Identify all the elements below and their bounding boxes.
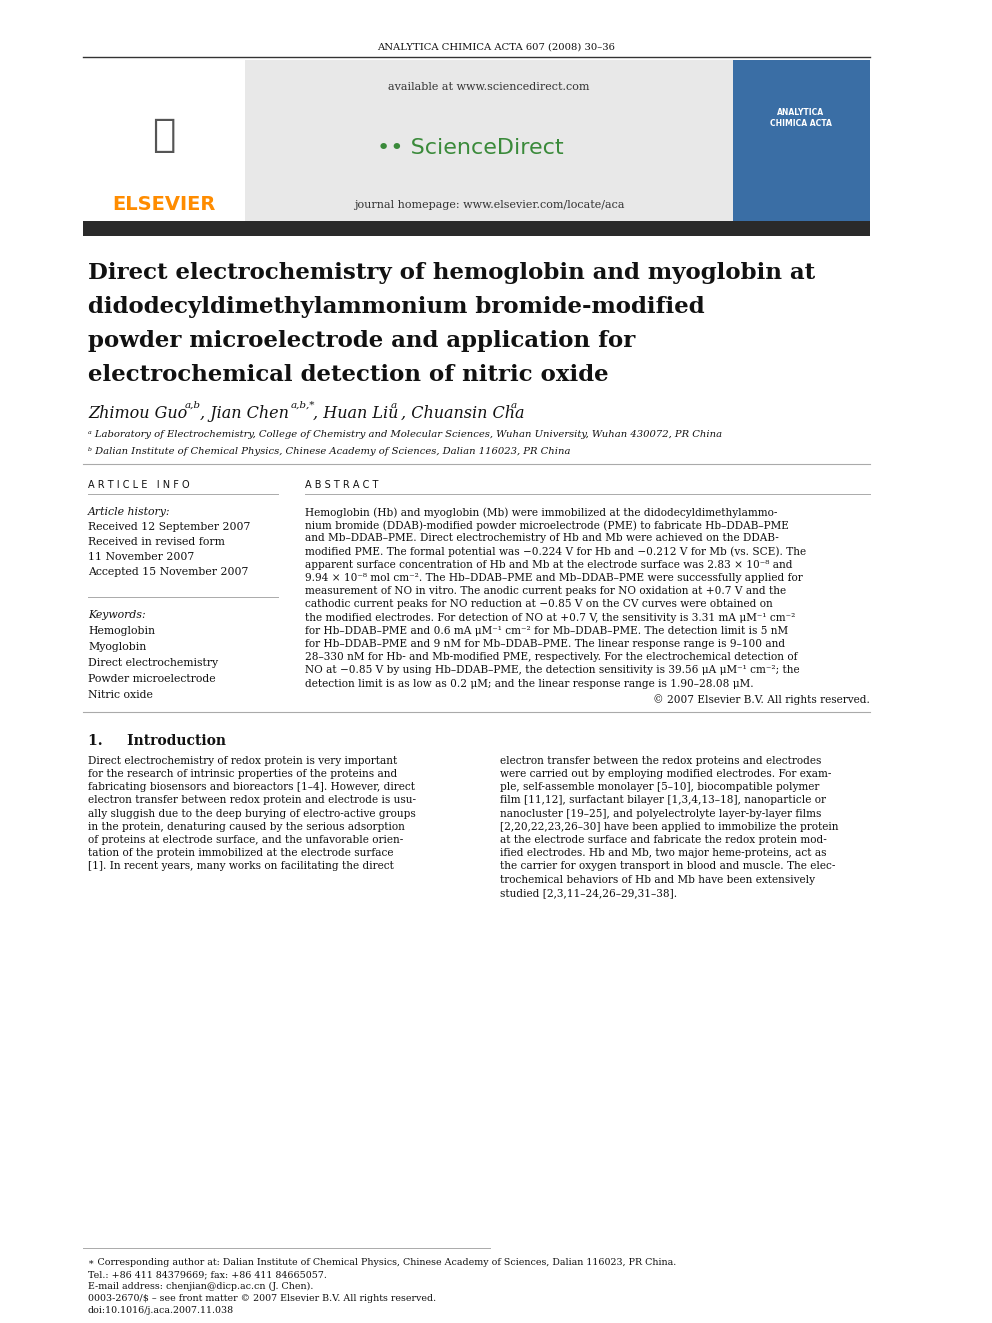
Text: ified electrodes. Hb and Mb, two major heme-proteins, act as: ified electrodes. Hb and Mb, two major h… — [500, 848, 826, 859]
Text: the modified electrodes. For detection of NO at +0.7 V, the sensitivity is 3.31 : the modified electrodes. For detection o… — [305, 613, 796, 623]
Text: •• ScienceDirect: •• ScienceDirect — [377, 138, 563, 157]
Text: A B S T R A C T: A B S T R A C T — [305, 480, 378, 490]
Text: Direct electrochemistry of hemoglobin and myoglobin at: Direct electrochemistry of hemoglobin an… — [88, 262, 815, 284]
Text: Received 12 September 2007: Received 12 September 2007 — [88, 523, 250, 532]
Text: in the protein, denaturing caused by the serious adsorption: in the protein, denaturing caused by the… — [88, 822, 405, 832]
Bar — [83, 60, 245, 222]
Text: electron transfer between the redox proteins and electrodes: electron transfer between the redox prot… — [500, 755, 821, 766]
Text: [1]. In recent years, many works on facilitating the direct: [1]. In recent years, many works on faci… — [88, 861, 394, 872]
Text: 🌲: 🌲 — [153, 116, 176, 153]
Text: cathodic current peaks for NO reduction at −0.85 V on the CV curves were obtaine: cathodic current peaks for NO reduction … — [305, 599, 773, 610]
Text: and Mb–DDAB–PME. Direct electrochemistry of Hb and Mb were achieved on the DDAB-: and Mb–DDAB–PME. Direct electrochemistry… — [305, 533, 779, 544]
Text: didodecyldimethylammonium bromide-modified: didodecyldimethylammonium bromide-modifi… — [88, 296, 704, 318]
Text: measurement of NO in vitro. The anodic current peaks for NO oxidation at +0.7 V : measurement of NO in vitro. The anodic c… — [305, 586, 786, 597]
Text: journal homepage: www.elsevier.com/locate/aca: journal homepage: www.elsevier.com/locat… — [354, 200, 624, 210]
Text: ELSEVIER: ELSEVIER — [112, 196, 215, 214]
Text: nium bromide (DDAB)-modified powder microelectrode (PME) to fabricate Hb–DDAB–PM: nium bromide (DDAB)-modified powder micr… — [305, 520, 789, 531]
Text: powder microelectrode and application for: powder microelectrode and application fo… — [88, 329, 635, 352]
Text: of proteins at electrode surface, and the unfavorable orien-: of proteins at electrode surface, and th… — [88, 835, 404, 845]
Text: Nitric oxide: Nitric oxide — [88, 691, 153, 700]
Text: , Huan Liu: , Huan Liu — [313, 405, 399, 422]
Text: modified PME. The formal potential was −0.224 V for Hb and −0.212 V for Mb (vs. : modified PME. The formal potential was −… — [305, 546, 806, 557]
Text: Direct electrochemistry of redox protein is very important: Direct electrochemistry of redox protein… — [88, 755, 397, 766]
Text: 9.94 × 10⁻⁸ mol cm⁻². The Hb–DDAB–PME and Mb–DDAB–PME were successfully applied : 9.94 × 10⁻⁸ mol cm⁻². The Hb–DDAB–PME an… — [305, 573, 803, 583]
Text: detection limit is as low as 0.2 μM; and the linear response range is 1.90–28.08: detection limit is as low as 0.2 μM; and… — [305, 679, 754, 688]
Bar — [245, 60, 733, 222]
Text: , Jian Chen: , Jian Chen — [200, 405, 289, 422]
Text: tation of the protein immobilized at the electrode surface: tation of the protein immobilized at the… — [88, 848, 394, 859]
Text: ∗ Corresponding author at: Dalian Institute of Chemical Physics, Chinese Academy: ∗ Corresponding author at: Dalian Instit… — [88, 1258, 677, 1267]
Text: film [11,12], surfactant bilayer [1,3,4,13–18], nanoparticle or: film [11,12], surfactant bilayer [1,3,4,… — [500, 795, 826, 806]
Text: ANALYTICA CHIMICA ACTA 607 (2008) 30–36: ANALYTICA CHIMICA ACTA 607 (2008) 30–36 — [377, 42, 615, 52]
Text: were carried out by employing modified electrodes. For exam-: were carried out by employing modified e… — [500, 769, 831, 779]
Text: a: a — [511, 401, 517, 410]
Text: Direct electrochemistry: Direct electrochemistry — [88, 658, 218, 668]
Text: a: a — [391, 401, 397, 410]
Text: Powder microelectrode: Powder microelectrode — [88, 673, 215, 684]
Text: ANALYTICA
CHIMICA ACTA: ANALYTICA CHIMICA ACTA — [770, 107, 832, 128]
Text: ally sluggish due to the deep burying of electro-active groups: ally sluggish due to the deep burying of… — [88, 808, 416, 819]
Text: © 2007 Elsevier B.V. All rights reserved.: © 2007 Elsevier B.V. All rights reserved… — [653, 693, 870, 705]
Text: Received in revised form: Received in revised form — [88, 537, 225, 546]
Text: Tel.: +86 411 84379669; fax: +86 411 84665057.: Tel.: +86 411 84379669; fax: +86 411 846… — [88, 1270, 327, 1279]
Text: Myoglobin: Myoglobin — [88, 642, 146, 652]
Text: Article history:: Article history: — [88, 507, 171, 517]
Text: 0003-2670/$ – see front matter © 2007 Elsevier B.V. All rights reserved.: 0003-2670/$ – see front matter © 2007 El… — [88, 1294, 436, 1303]
Text: nanocluster [19–25], and polyelectrolyte layer-by-layer films: nanocluster [19–25], and polyelectrolyte… — [500, 808, 821, 819]
Text: ple, self-assemble monolayer [5–10], biocompatible polymer: ple, self-assemble monolayer [5–10], bio… — [500, 782, 819, 792]
Text: 28–330 nM for Hb- and Mb-modified PME, respectively. For the electrochemical det: 28–330 nM for Hb- and Mb-modified PME, r… — [305, 652, 798, 663]
Text: apparent surface concentration of Hb and Mb at the electrode surface was 2.83 × : apparent surface concentration of Hb and… — [305, 560, 793, 570]
Text: electrochemical detection of nitric oxide: electrochemical detection of nitric oxid… — [88, 364, 609, 386]
Text: Zhimou Guo: Zhimou Guo — [88, 405, 187, 422]
Text: ᵇ Dalian Institute of Chemical Physics, Chinese Academy of Sciences, Dalian 1160: ᵇ Dalian Institute of Chemical Physics, … — [88, 447, 570, 456]
Text: NO at −0.85 V by using Hb–DDAB–PME, the detection sensitivity is 39.56 μA μM⁻¹ c: NO at −0.85 V by using Hb–DDAB–PME, the … — [305, 665, 800, 676]
Text: for Hb–DDAB–PME and 0.6 mA μM⁻¹ cm⁻² for Mb–DDAB–PME. The detection limit is 5 n: for Hb–DDAB–PME and 0.6 mA μM⁻¹ cm⁻² for… — [305, 626, 788, 636]
Text: at the electrode surface and fabricate the redox protein mod-: at the electrode surface and fabricate t… — [500, 835, 826, 845]
Text: [2,20,22,23,26–30] have been applied to immobilize the protein: [2,20,22,23,26–30] have been applied to … — [500, 822, 838, 832]
Text: Accepted 15 November 2007: Accepted 15 November 2007 — [88, 568, 248, 577]
Text: studied [2,3,11–24,26–29,31–38].: studied [2,3,11–24,26–29,31–38]. — [500, 888, 678, 898]
Text: doi:10.1016/j.aca.2007.11.038: doi:10.1016/j.aca.2007.11.038 — [88, 1306, 234, 1315]
Text: a,b,*: a,b,* — [291, 401, 315, 410]
Text: ᵃ Laboratory of Electrochemistry, College of Chemistry and Molecular Sciences, W: ᵃ Laboratory of Electrochemistry, Colleg… — [88, 430, 722, 439]
Text: a,b: a,b — [185, 401, 201, 410]
Text: electron transfer between redox protein and electrode is usu-: electron transfer between redox protein … — [88, 795, 416, 806]
Bar — [83, 221, 870, 235]
Bar — [733, 60, 870, 222]
Text: Hemoglobin: Hemoglobin — [88, 626, 155, 636]
Text: Keywords:: Keywords: — [88, 610, 146, 620]
Text: A R T I C L E   I N F O: A R T I C L E I N F O — [88, 480, 189, 490]
Text: available at www.sciencedirect.com: available at www.sciencedirect.com — [388, 82, 590, 93]
Text: 1.     Introduction: 1. Introduction — [88, 734, 226, 747]
Text: , Chuansin Cha: , Chuansin Cha — [401, 405, 525, 422]
Text: E-mail address: chenjian@dicp.ac.cn (J. Chen).: E-mail address: chenjian@dicp.ac.cn (J. … — [88, 1282, 313, 1291]
Text: Hemoglobin (Hb) and myoglobin (Mb) were immobilized at the didodecyldimethylammo: Hemoglobin (Hb) and myoglobin (Mb) were … — [305, 507, 778, 517]
Text: fabricating biosensors and bioreactors [1–4]. However, direct: fabricating biosensors and bioreactors [… — [88, 782, 415, 792]
Text: 11 November 2007: 11 November 2007 — [88, 552, 194, 562]
Text: for Hb–DDAB–PME and 9 nM for Mb–DDAB–PME. The linear response range is 9–100 and: for Hb–DDAB–PME and 9 nM for Mb–DDAB–PME… — [305, 639, 785, 650]
Text: the carrier for oxygen transport in blood and muscle. The elec-: the carrier for oxygen transport in bloo… — [500, 861, 835, 872]
Text: for the research of intrinsic properties of the proteins and: for the research of intrinsic properties… — [88, 769, 397, 779]
Text: trochemical behaviors of Hb and Mb have been extensively: trochemical behaviors of Hb and Mb have … — [500, 875, 815, 885]
